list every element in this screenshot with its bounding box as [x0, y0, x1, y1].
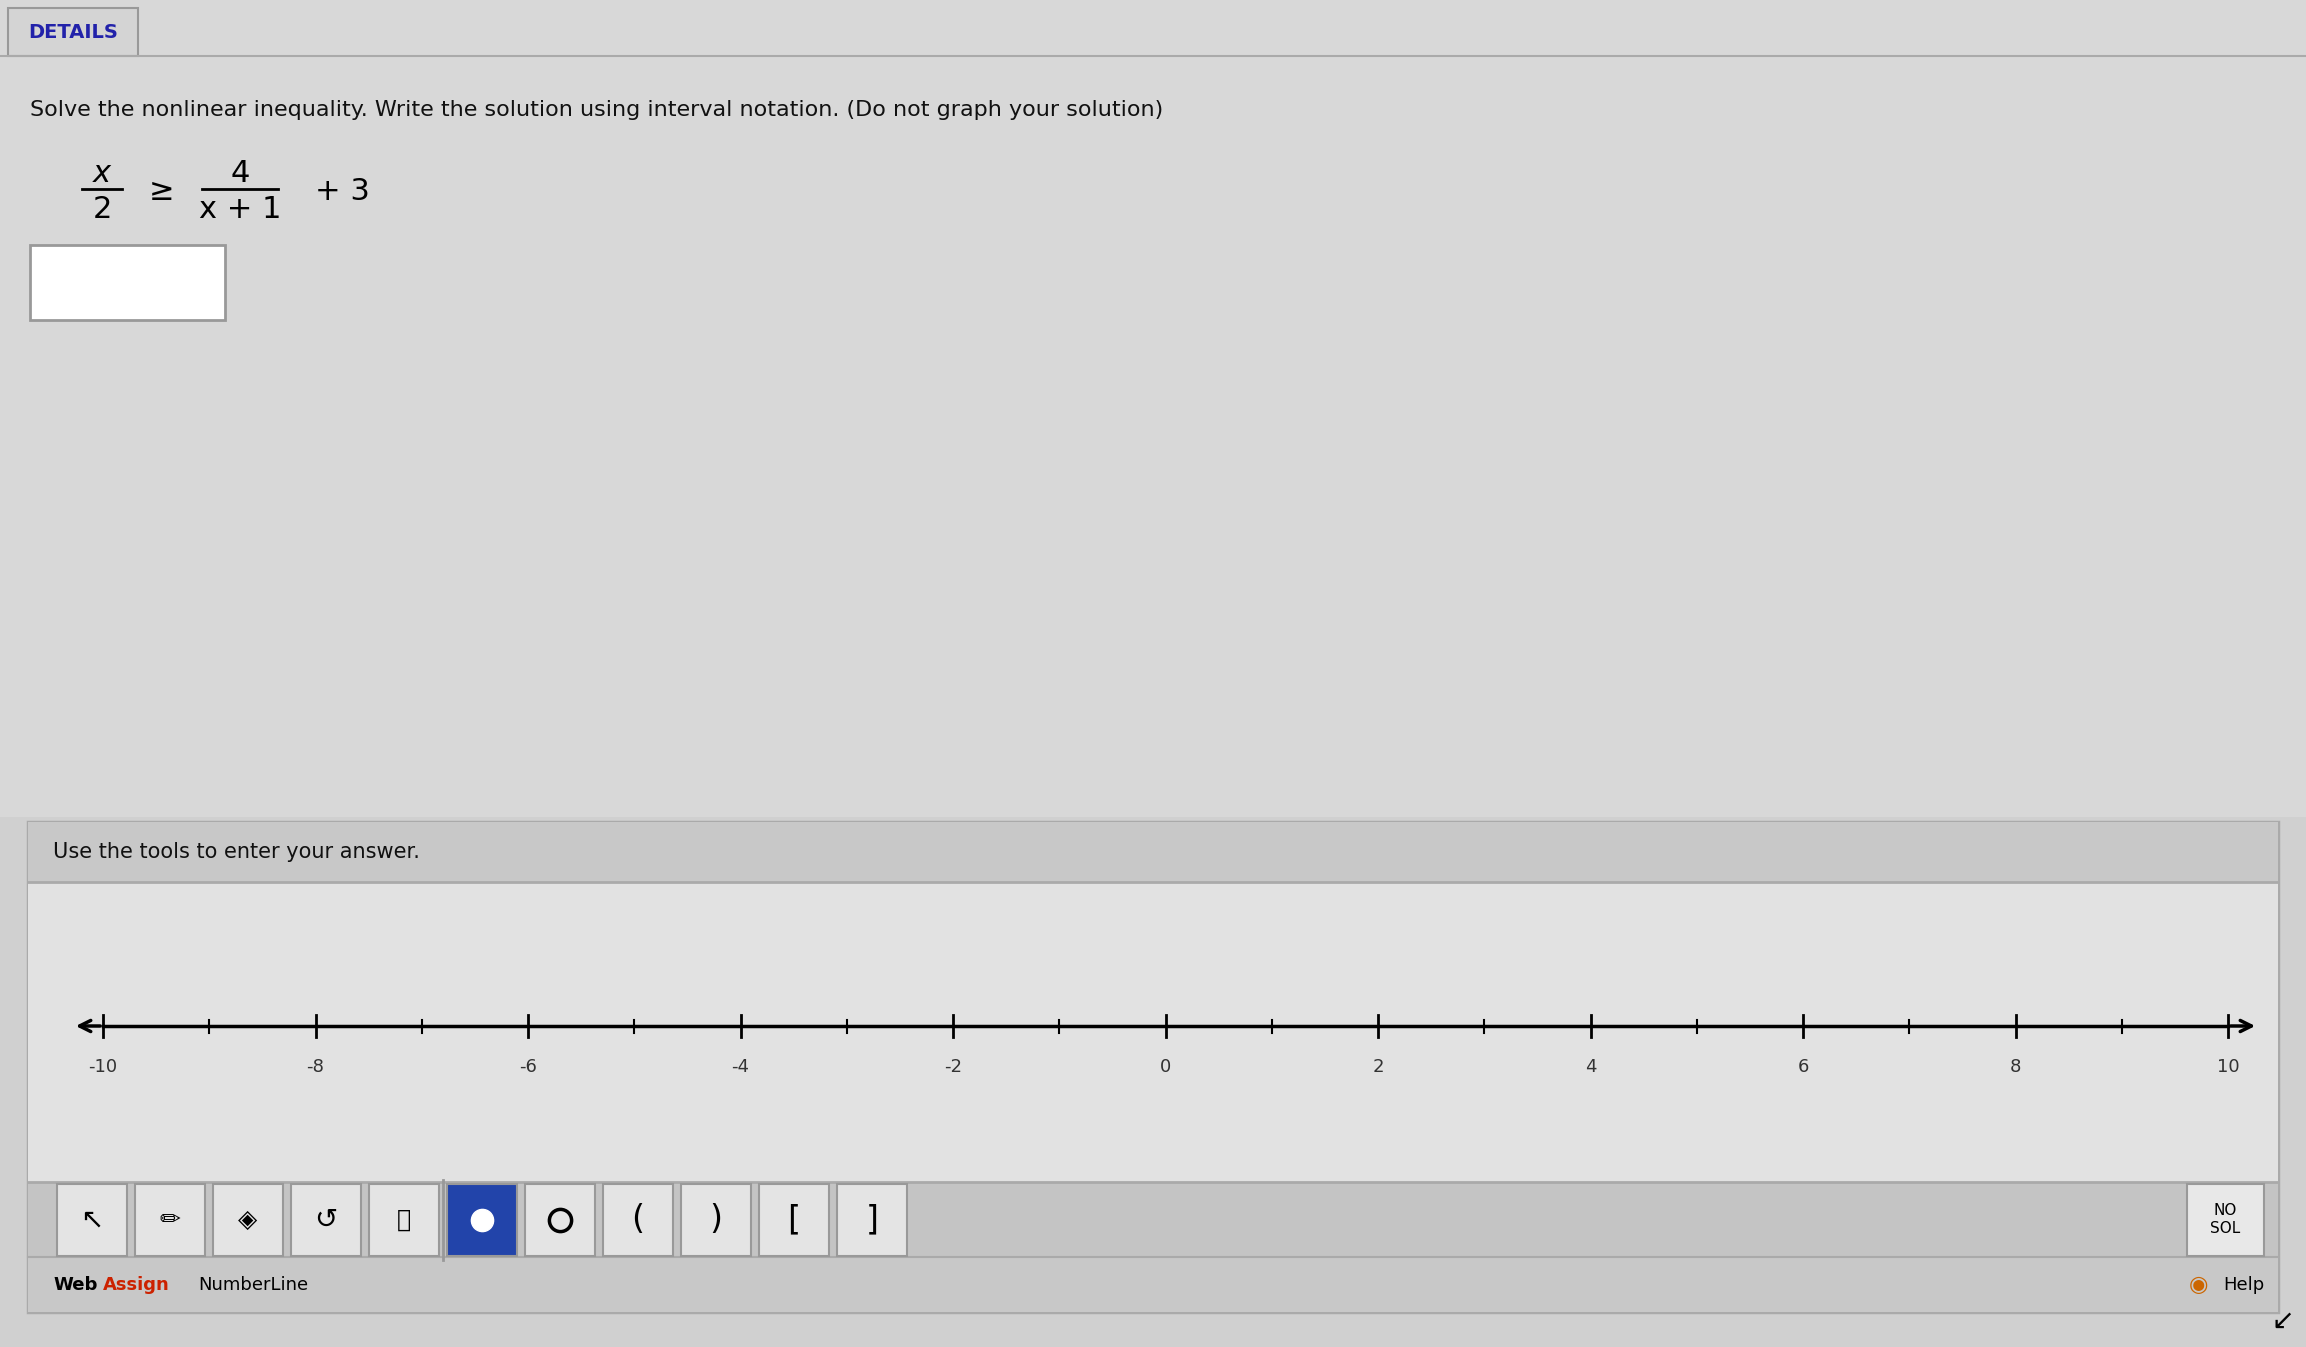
Text: 4: 4 — [231, 159, 249, 187]
Text: 4: 4 — [1584, 1057, 1596, 1076]
Text: 2: 2 — [1372, 1057, 1384, 1076]
Text: NO
SOL: NO SOL — [2211, 1203, 2241, 1237]
FancyBboxPatch shape — [136, 1184, 205, 1255]
Text: (: ( — [632, 1203, 643, 1237]
Text: x: x — [92, 159, 111, 187]
Text: NumberLine: NumberLine — [198, 1276, 309, 1293]
Text: -8: -8 — [307, 1057, 325, 1076]
FancyBboxPatch shape — [837, 1184, 906, 1255]
Text: 6: 6 — [1796, 1057, 1808, 1076]
Text: ↗: ↗ — [2264, 1304, 2288, 1332]
Text: ≥: ≥ — [150, 176, 175, 206]
FancyBboxPatch shape — [0, 0, 2306, 818]
FancyBboxPatch shape — [212, 1184, 284, 1255]
FancyBboxPatch shape — [447, 1184, 517, 1255]
FancyBboxPatch shape — [28, 822, 2278, 882]
FancyBboxPatch shape — [30, 245, 226, 321]
FancyBboxPatch shape — [28, 882, 2278, 1183]
FancyBboxPatch shape — [28, 822, 2278, 1312]
FancyBboxPatch shape — [7, 8, 138, 57]
Text: -6: -6 — [519, 1057, 537, 1076]
FancyBboxPatch shape — [759, 1184, 828, 1255]
Text: 2: 2 — [92, 194, 111, 224]
Text: ↖: ↖ — [81, 1206, 104, 1234]
FancyBboxPatch shape — [291, 1184, 362, 1255]
Text: 8: 8 — [2011, 1057, 2020, 1076]
FancyBboxPatch shape — [28, 1257, 2278, 1312]
Text: ◉: ◉ — [2188, 1274, 2207, 1294]
FancyBboxPatch shape — [28, 1183, 2278, 1312]
FancyBboxPatch shape — [602, 1184, 673, 1255]
FancyBboxPatch shape — [58, 1184, 127, 1255]
FancyBboxPatch shape — [369, 1184, 438, 1255]
Text: Use the tools to enter your answer.: Use the tools to enter your answer. — [53, 842, 420, 862]
Text: ↺: ↺ — [314, 1206, 337, 1234]
FancyBboxPatch shape — [680, 1184, 752, 1255]
Text: Web: Web — [53, 1276, 97, 1293]
Text: Solve the nonlinear inequality. Write the solution using interval notation. (Do : Solve the nonlinear inequality. Write th… — [30, 100, 1162, 120]
Text: + 3: + 3 — [316, 176, 369, 206]
Text: Help: Help — [2223, 1276, 2264, 1293]
Text: ✏: ✏ — [159, 1207, 180, 1231]
FancyBboxPatch shape — [526, 1184, 595, 1255]
Text: 0: 0 — [1160, 1057, 1171, 1076]
Text: ]: ] — [865, 1203, 879, 1237]
Text: Assign: Assign — [104, 1276, 171, 1293]
Text: 🗑: 🗑 — [397, 1207, 410, 1231]
Text: x + 1: x + 1 — [198, 194, 281, 224]
Text: DETAILS: DETAILS — [28, 23, 118, 42]
Text: ): ) — [710, 1203, 722, 1237]
FancyBboxPatch shape — [2186, 1184, 2264, 1255]
Text: ◈: ◈ — [238, 1207, 258, 1231]
Text: 10: 10 — [2216, 1057, 2239, 1076]
Text: [: [ — [789, 1203, 800, 1237]
Text: -10: -10 — [88, 1057, 118, 1076]
Text: -2: -2 — [943, 1057, 962, 1076]
Text: -4: -4 — [731, 1057, 749, 1076]
